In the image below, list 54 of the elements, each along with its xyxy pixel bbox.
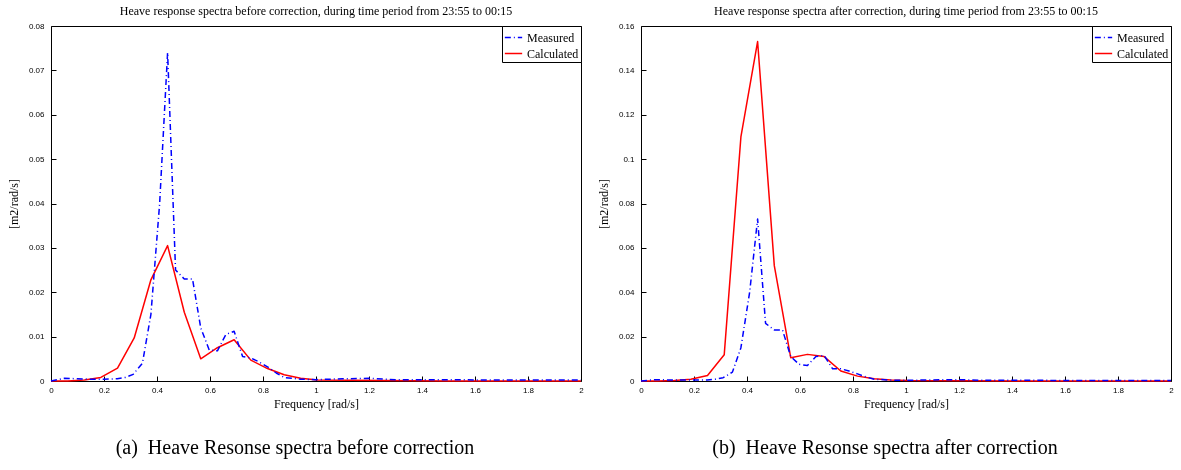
- x-tick-label: 1.2: [363, 385, 376, 395]
- y-tick-label: 0.01: [28, 332, 45, 342]
- text: (b) Heave Resonse spectra after correction: [712, 436, 1058, 459]
- y-tick-label: 0.05: [28, 154, 45, 164]
- x-tick-label: 0.4: [741, 385, 754, 395]
- x-tick-label: 0: [638, 385, 644, 395]
- x-tick-label: 2: [1168, 385, 1174, 395]
- y-tick-label: 0.08: [28, 21, 45, 31]
- y-tick-label: 0.12: [618, 110, 635, 120]
- x-tick-label: 1.8: [522, 385, 535, 395]
- x-tick-label: 1.4: [1006, 385, 1019, 395]
- y-tick-label: 0.03: [28, 243, 45, 253]
- line-series: [49, 244, 582, 382]
- x-tick-label: 1: [313, 385, 319, 395]
- legend-label: Measured: [1116, 30, 1164, 45]
- y-tick-label: 0.06: [618, 243, 635, 253]
- y-tick-label: 0.08: [618, 199, 635, 208]
- x-tick-label: 1.6: [469, 385, 482, 395]
- chart-title: Heave response spectra after correction, during time period from 23:55 to 00:15: [713, 4, 1098, 18]
- y-tick-label: 0.02: [28, 287, 45, 297]
- y-tick-label: 0.16: [618, 21, 635, 31]
- y-axis-title: [m2/rad/s]: [6, 179, 21, 229]
- x-axis-title: Frequency [rad/s]: [273, 396, 359, 411]
- y-tick-label: 0.07: [28, 65, 45, 75]
- y-tick-label: 0.04: [618, 287, 635, 297]
- legend-label: Measured: [526, 30, 574, 45]
- y-tick-label: 0.04: [28, 199, 45, 208]
- y-tick-label: 0: [629, 376, 635, 386]
- x-tick-label: 0.4: [151, 385, 164, 395]
- x-tick-label: 0.8: [257, 385, 270, 395]
- x-tick-label: 0.8: [847, 385, 860, 395]
- legend-label: Calculated: [526, 46, 578, 61]
- y-tick-label: 0.06: [28, 110, 45, 120]
- y-tick-label: 0: [39, 376, 45, 386]
- y-tick-label: 0.02: [618, 332, 635, 342]
- x-tick-label: 0.2: [688, 385, 701, 395]
- text: (a) Heave Resonse spectra before correction: [115, 436, 475, 459]
- x-tick-label: 0.6: [204, 385, 217, 395]
- chart-title: Heave response spectra before correction, during time period from 23:55 to 00:15: [119, 4, 512, 18]
- x-tick-label: 2: [578, 385, 584, 395]
- x-tick-label: 1.6: [1059, 385, 1072, 395]
- y-axis-title: [m2/rad/s]: [596, 179, 611, 229]
- x-tick-label: 1.4: [416, 385, 429, 395]
- x-tick-label: 0: [48, 385, 54, 395]
- y-tick-label: 0.14: [618, 65, 635, 75]
- x-tick-label: 1: [903, 385, 909, 395]
- line-series: [639, 218, 1172, 382]
- x-tick-label: 1.8: [1112, 385, 1125, 395]
- x-tick-label: 0.6: [794, 385, 807, 395]
- x-tick-label: 0.2: [98, 385, 111, 395]
- x-tick-label: 1.2: [953, 385, 966, 395]
- x-axis-title: Frequency [rad/s]: [863, 396, 949, 411]
- legend-label: Calculated: [1116, 46, 1168, 61]
- y-tick-label: 0.1: [622, 154, 635, 164]
